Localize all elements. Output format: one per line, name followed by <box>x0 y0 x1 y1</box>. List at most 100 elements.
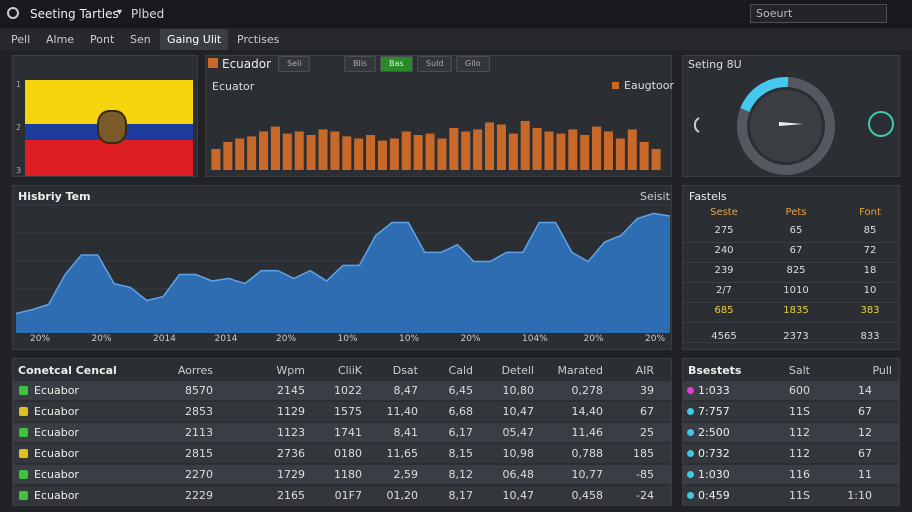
row-icon <box>19 449 28 458</box>
row-dot <box>687 492 694 499</box>
cell: 10,98 <box>502 447 535 460</box>
cell: 1129 <box>277 405 305 418</box>
bar <box>389 138 399 170</box>
flag-panel <box>12 55 198 177</box>
x-tick-label: 20% <box>30 334 51 344</box>
bar <box>651 149 661 170</box>
cell: 1741 <box>334 426 362 439</box>
dropdown[interactable]: Seli <box>278 56 311 72</box>
cell: 185 <box>633 447 654 460</box>
cell: 2229 <box>185 489 213 502</box>
search-text: Soeurt <box>756 7 793 20</box>
bar <box>473 129 483 170</box>
tab[interactable]: Pont <box>90 33 115 46</box>
bar <box>270 126 280 170</box>
table-row <box>13 465 671 484</box>
table-row <box>683 465 899 484</box>
column-header: Aorres <box>177 364 213 377</box>
chart <box>15 204 671 333</box>
cell: -85 <box>636 468 654 481</box>
bar <box>508 133 518 170</box>
x-tick-label: 104% <box>522 334 548 344</box>
search-box[interactable] <box>750 4 887 23</box>
cell: 4565 <box>711 331 737 342</box>
x-tick-label: 20% <box>460 334 481 344</box>
tab[interactable]: Prctises <box>237 33 280 46</box>
cell: 14 <box>858 384 872 397</box>
flag-red <box>25 140 193 176</box>
x-tick-label: 2014 <box>153 334 176 344</box>
bar <box>544 131 554 170</box>
cell: 1729 <box>277 468 305 481</box>
cell: 72 <box>863 245 877 256</box>
column-header: Pull <box>872 364 892 377</box>
table-row <box>683 486 899 505</box>
cell: 1835 <box>783 305 809 316</box>
column-header: Seste <box>710 207 738 218</box>
bar <box>461 131 471 170</box>
cell: 8570 <box>185 384 213 397</box>
dropdown[interactable]: Gilo <box>456 56 490 72</box>
cell: 2736 <box>277 447 305 460</box>
bar <box>603 131 613 170</box>
cell: 11,65 <box>386 447 419 460</box>
gauge <box>693 76 894 175</box>
dropdown[interactable]: Bas <box>380 56 413 72</box>
cell: 6,17 <box>448 426 474 439</box>
bar <box>615 138 625 170</box>
bar <box>425 133 435 170</box>
tab[interactable]: Pell <box>11 33 31 46</box>
bar <box>627 129 637 170</box>
tab[interactable]: Sen <box>130 33 151 46</box>
cell: 0:459 <box>698 489 730 502</box>
cell: 600 <box>789 384 810 397</box>
bar <box>282 133 292 170</box>
dropdown[interactable]: Blis <box>344 56 377 72</box>
cell: 1:033 <box>698 384 730 397</box>
cell: 06,48 <box>502 468 535 481</box>
dropdown[interactable]: Suld <box>417 56 453 72</box>
cell: 8,41 <box>393 426 419 439</box>
bar <box>556 133 566 170</box>
bar <box>294 131 304 170</box>
cell: 01F7 <box>334 489 362 502</box>
cell: 8,15 <box>448 447 474 460</box>
cell: 8,17 <box>448 489 474 502</box>
x-tick-label: 20% <box>645 334 666 344</box>
area-line <box>15 212 671 315</box>
cell: 10,80 <box>502 384 535 397</box>
row-divider <box>683 262 899 263</box>
cell: 2:500 <box>698 426 730 439</box>
bar <box>211 149 221 170</box>
cell: 11,46 <box>571 426 604 439</box>
chart <box>211 121 661 170</box>
area <box>16 213 670 333</box>
x-tick-label: 20% <box>583 334 604 344</box>
row-divider <box>683 242 899 243</box>
cell: 67 <box>858 405 872 418</box>
cell: 112 <box>789 426 810 439</box>
cell: 10 <box>863 285 877 296</box>
column-header: Marated <box>557 364 603 377</box>
column-header: Detell <box>501 364 534 377</box>
tab[interactable]: Alme <box>46 33 75 46</box>
column-header: Pets <box>785 207 807 218</box>
column-header: Wpm <box>276 364 305 377</box>
cell: 2853 <box>185 405 213 418</box>
row-dot <box>687 387 694 394</box>
table-row <box>683 423 899 442</box>
cell: 67 <box>789 245 803 256</box>
app-title: Seeting Tartles <box>30 7 119 21</box>
cell: 240 <box>714 245 734 256</box>
row-dot <box>687 408 694 415</box>
row-icon <box>19 428 28 437</box>
cell: 1:10 <box>847 489 872 502</box>
cell: -24 <box>636 489 654 502</box>
cell: 11 <box>858 468 872 481</box>
panel-title: Seting 8U <box>688 58 742 71</box>
cell: 275 <box>714 225 734 236</box>
cell: 18 <box>863 265 877 276</box>
bar <box>413 135 423 170</box>
tab[interactable]: Gaing Ulit <box>160 29 229 50</box>
